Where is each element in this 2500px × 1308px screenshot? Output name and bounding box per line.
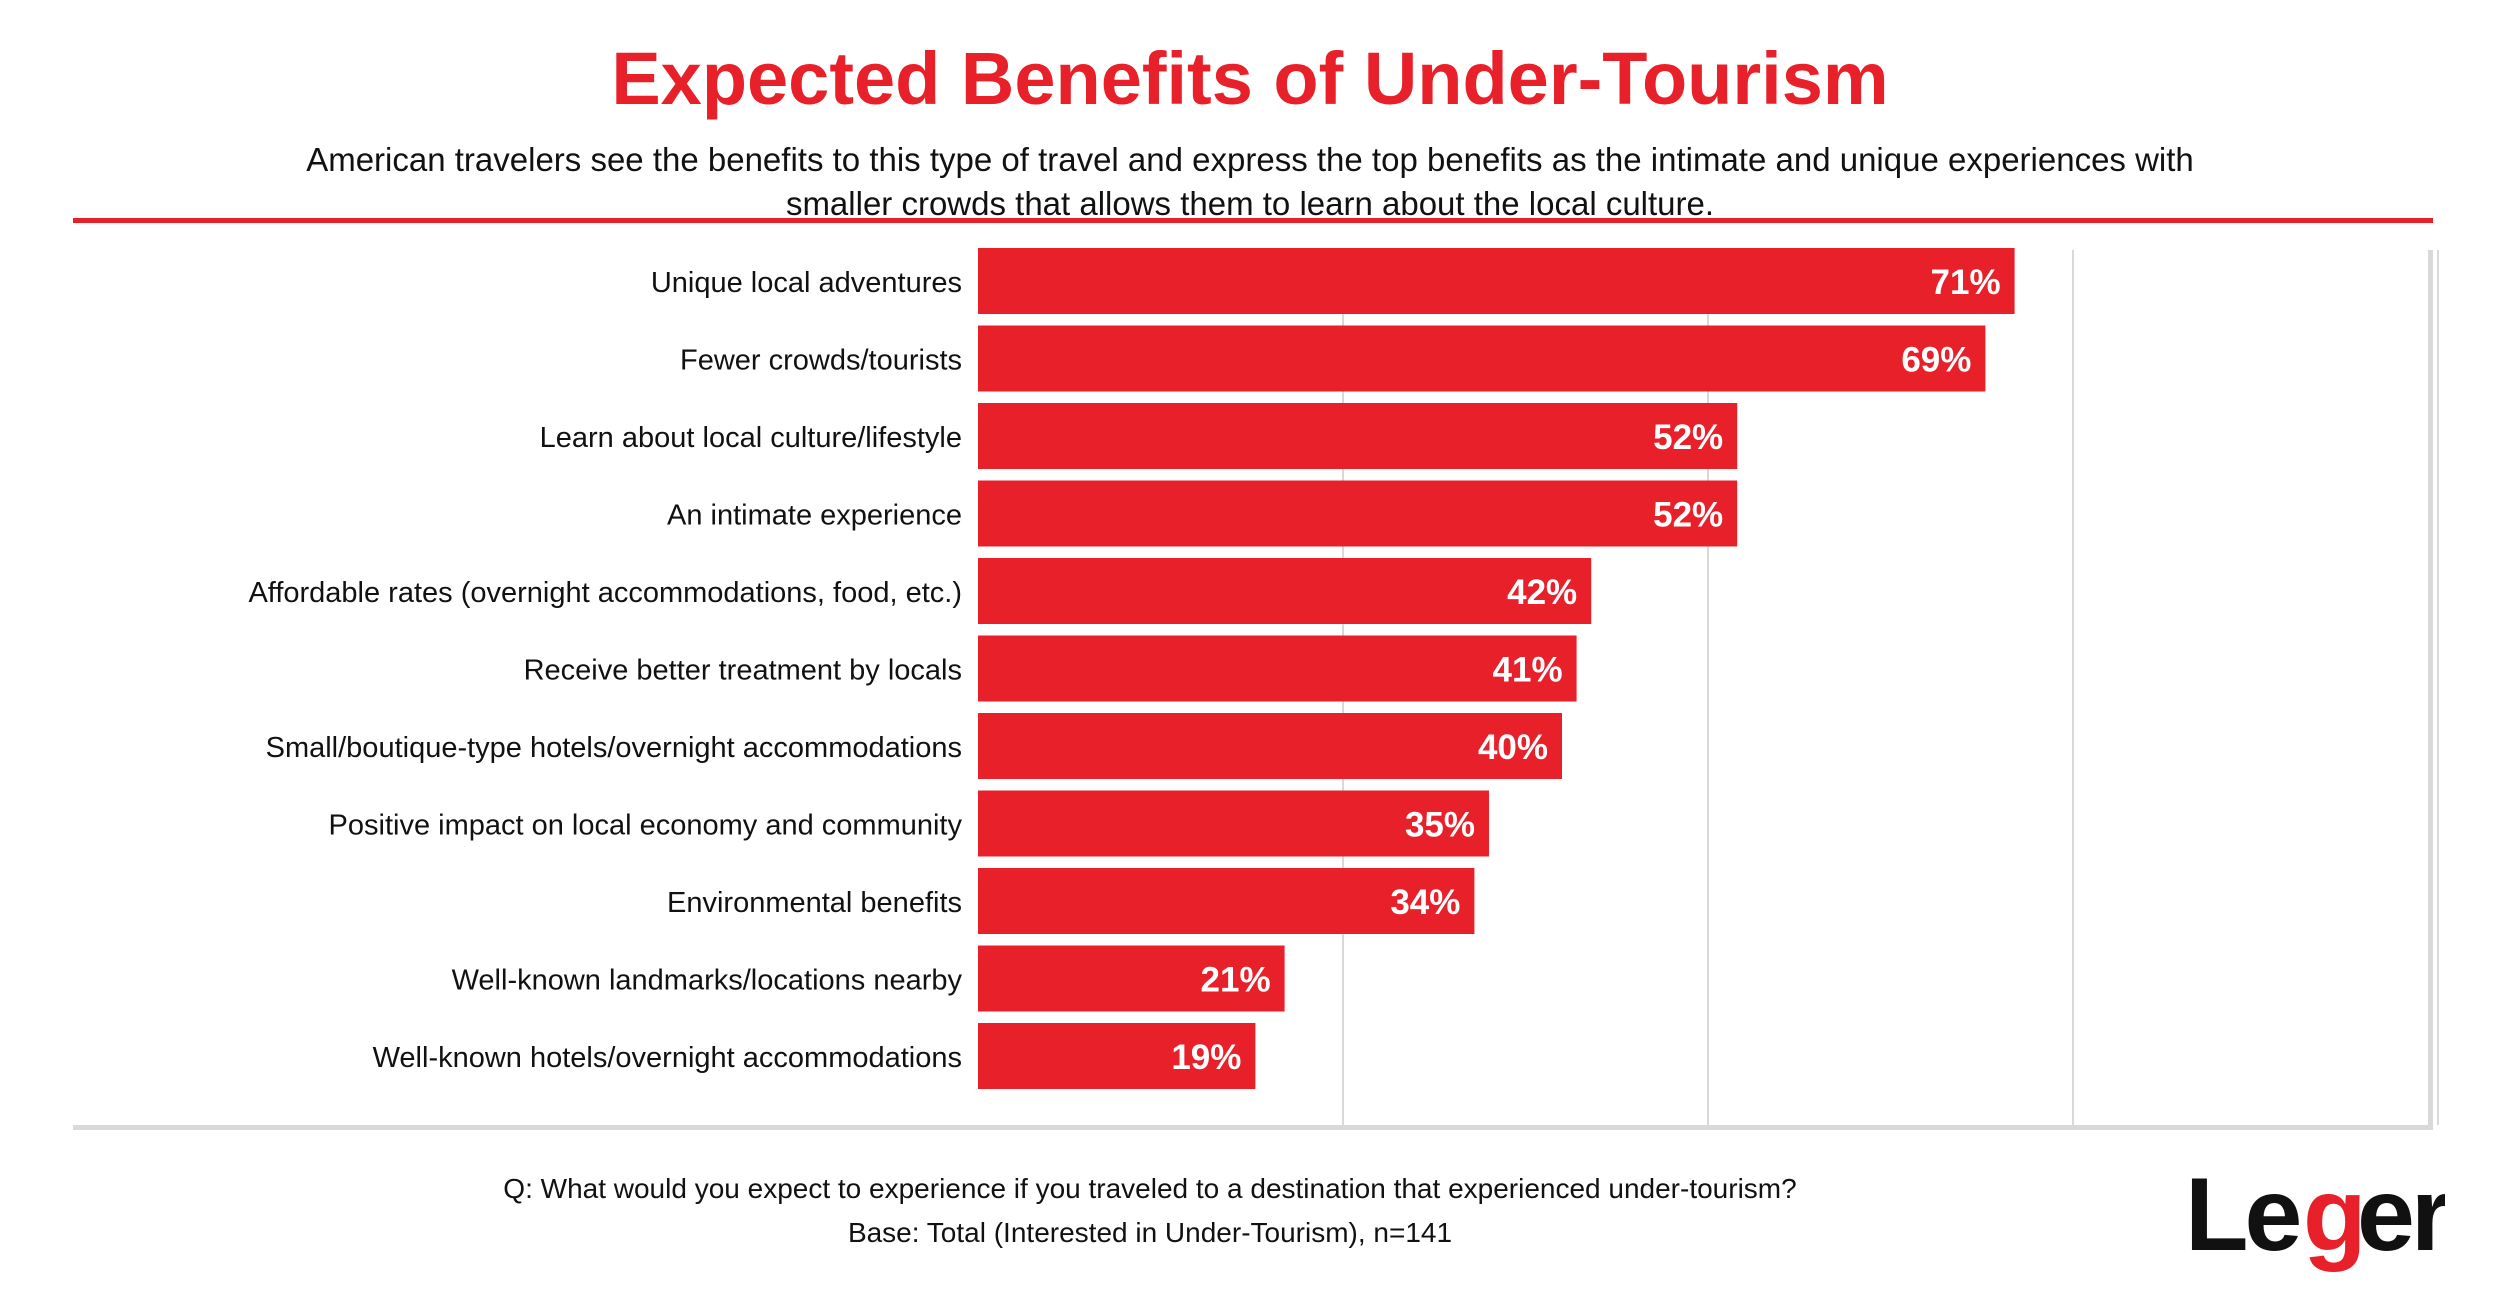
category-label: Well-known landmarks/locations nearby [452, 965, 963, 997]
category-label: Learn about local culture/lifestyle [540, 422, 962, 454]
data-label: 41% [1493, 651, 1563, 690]
category-label: Receive better treatment by locals [524, 655, 962, 687]
data-label: 34% [1390, 883, 1460, 922]
category-label: Fewer crowds/tourists [680, 345, 962, 377]
bars-layer: Unique local adventures 71% Fewer crowds/t… [248, 248, 2015, 1089]
bar [978, 480, 1738, 547]
bar [978, 558, 1592, 624]
category-label: Unique local adventures [651, 267, 962, 299]
svg-text:er: er [2357, 1157, 2445, 1273]
category-label: Small/boutique-type hotels/overnight acc… [266, 732, 962, 764]
svg-text:Le: Le [2185, 1157, 2300, 1273]
bar [978, 635, 1577, 702]
data-label: 40% [1478, 728, 1548, 767]
bar [978, 403, 1738, 469]
bar [978, 1023, 1256, 1089]
bar [978, 868, 1475, 934]
bottom-divider [73, 1125, 2433, 1130]
category-label: Affordable rates (overnight accommodatio… [248, 577, 962, 609]
bar [978, 325, 1986, 392]
chart-title: Expected Benefits of Under-Tourism [611, 37, 1889, 120]
data-label: 21% [1201, 961, 1271, 1000]
category-label: Environmental benefits [667, 887, 962, 919]
bar [978, 248, 2015, 314]
data-label: 71% [1931, 263, 2001, 302]
data-label: 35% [1405, 806, 1475, 845]
category-label: An intimate experience [667, 500, 962, 532]
bar [978, 713, 1562, 779]
data-label: 52% [1653, 496, 1723, 535]
survey-base: Base: Total (Interested in Under-Tourism… [847, 1217, 1453, 1248]
bar [978, 945, 1285, 1012]
data-label: 69% [1901, 341, 1971, 380]
svg-text:g: g [2303, 1157, 2363, 1273]
category-label: Positive impact on local economy and com… [329, 810, 963, 842]
survey-question: Q: What would you expect to experience i… [503, 1173, 1797, 1204]
data-label: 52% [1653, 418, 1723, 457]
data-label: 42% [1507, 573, 1577, 612]
bar [978, 790, 1489, 857]
chart-subtitle: American travelers see the benefits to t… [306, 141, 2194, 222]
data-label: 19% [1171, 1038, 1241, 1077]
category-label: Well-known hotels/overnight accommodatio… [373, 1042, 962, 1074]
leger-logo: Le g er [2185, 1155, 2454, 1290]
right-frame-line [2428, 250, 2433, 1130]
top-divider [73, 218, 2433, 223]
